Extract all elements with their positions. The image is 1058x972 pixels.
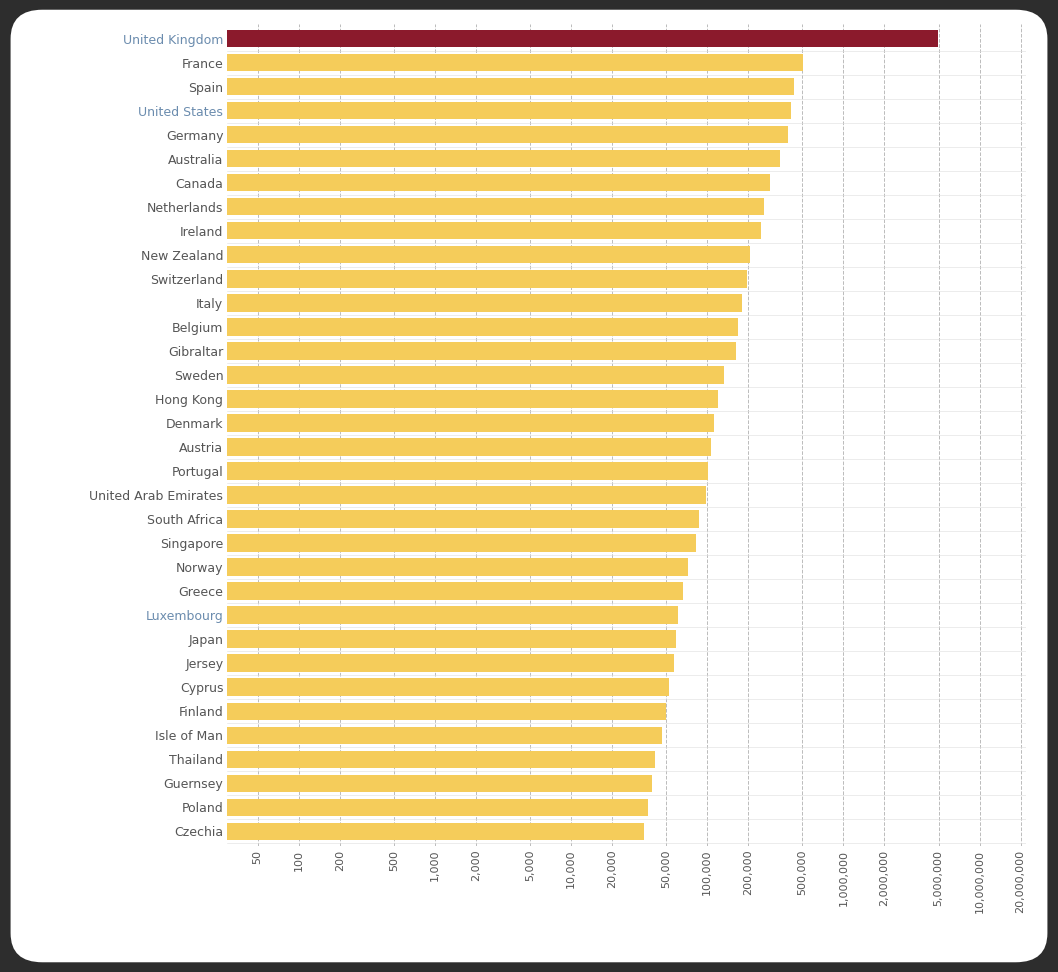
Bar	[0, 198, 764, 216]
Bar	[0, 366, 724, 384]
Bar	[0, 726, 662, 744]
Bar	[0, 775, 652, 792]
Bar	[0, 631, 675, 647]
Bar	[0, 78, 794, 95]
Bar	[0, 126, 788, 144]
Bar	[0, 54, 803, 71]
Bar	[0, 654, 674, 672]
Bar	[0, 342, 736, 360]
Bar	[0, 799, 649, 816]
Bar	[0, 750, 655, 768]
Bar	[0, 510, 698, 528]
Bar	[0, 463, 708, 479]
Bar	[0, 246, 750, 263]
Bar	[0, 607, 677, 624]
Bar	[0, 318, 738, 335]
Bar	[0, 270, 747, 288]
Bar	[0, 102, 791, 120]
Bar	[0, 558, 689, 575]
Bar	[0, 486, 706, 503]
Bar	[0, 582, 683, 600]
Bar	[0, 678, 669, 696]
Bar	[0, 438, 711, 456]
Bar	[0, 150, 780, 167]
Bar	[0, 822, 644, 840]
Bar	[0, 174, 770, 191]
Bar	[0, 30, 938, 48]
Bar	[0, 223, 761, 239]
Bar	[0, 414, 714, 432]
Bar	[0, 703, 665, 720]
Bar	[0, 391, 718, 407]
Bar	[0, 295, 743, 312]
Bar	[0, 535, 695, 552]
